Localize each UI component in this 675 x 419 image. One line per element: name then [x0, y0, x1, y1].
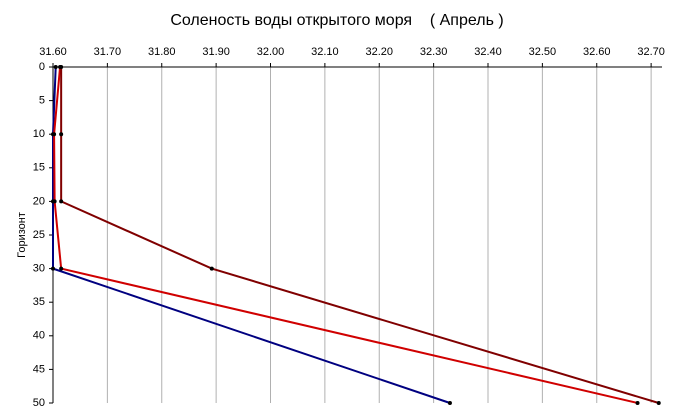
y-tick-label: 35: [33, 296, 45, 308]
data-point: [635, 401, 640, 405]
y-tick-label: 50: [33, 397, 45, 409]
chart-title: Соленость воды открытого моря ( Апрель ): [170, 12, 503, 29]
y-axis-label: Горизонт: [16, 212, 28, 258]
y-tick-label: 5: [39, 95, 45, 107]
y-tick-label: 40: [33, 330, 45, 342]
y-tick-label: 30: [33, 263, 45, 275]
data-point: [59, 199, 64, 204]
x-tick-label: 32.00: [257, 46, 285, 58]
x-tick-label: 32.60: [583, 46, 611, 58]
data-point: [51, 266, 55, 271]
series-line: [60, 67, 660, 404]
y-tick-label: 0: [39, 61, 45, 73]
y-tick-label: 25: [33, 229, 45, 241]
x-tick-label: 32.10: [311, 46, 339, 58]
y-tick-label: 45: [33, 363, 45, 375]
series-line: [52, 66, 451, 404]
x-tick-label: 32.40: [474, 46, 502, 58]
data-point: [59, 266, 64, 271]
data-point: [52, 199, 57, 204]
y-tick-label: 20: [33, 195, 45, 207]
x-tick-label: 32.20: [365, 46, 393, 58]
data-point: [52, 132, 57, 137]
data-point: [53, 65, 58, 69]
data-point: [59, 132, 64, 137]
data-point: [209, 266, 214, 271]
y-tick-label: 15: [33, 162, 45, 174]
x-tick-label: 31.60: [39, 46, 67, 58]
x-tick-label: 32.30: [420, 46, 448, 58]
x-tick-label: 32.70: [637, 46, 665, 58]
x-tick-label: 32.50: [529, 46, 557, 58]
series-line: [53, 66, 638, 404]
data-point: [447, 401, 452, 405]
x-tick-label: 31.80: [148, 46, 176, 58]
x-tick-label: 31.70: [94, 46, 122, 58]
data-point: [59, 65, 64, 69]
x-tick-label: 31.90: [202, 46, 230, 58]
y-tick-label: 10: [33, 128, 45, 140]
data-point: [656, 401, 661, 405]
